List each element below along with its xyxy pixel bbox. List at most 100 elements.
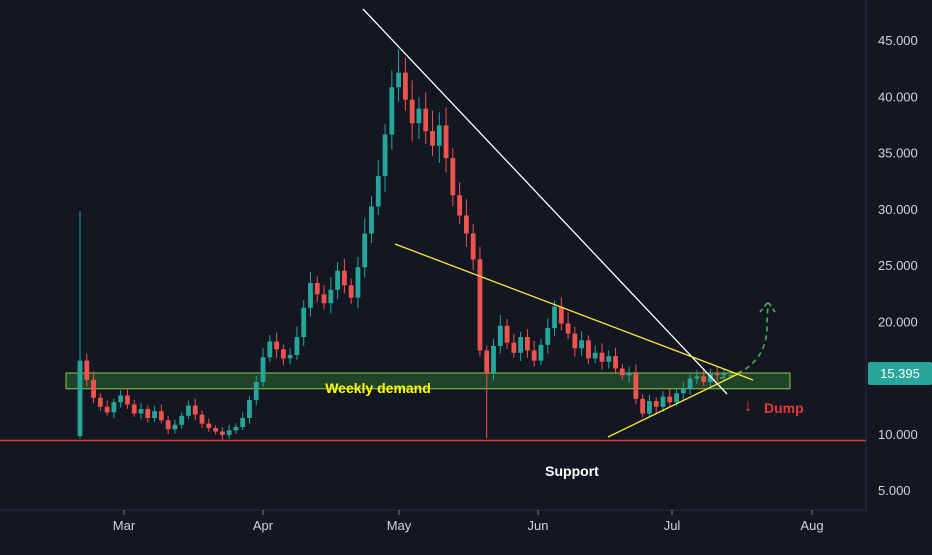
yellow-trendline-upper bbox=[394, 243, 754, 381]
support-label: Support bbox=[545, 463, 599, 479]
y-tick-label: 25.000 bbox=[878, 258, 918, 273]
candle-body bbox=[531, 350, 537, 361]
candle-body bbox=[206, 423, 212, 429]
last-price-badge-bg bbox=[868, 362, 932, 385]
candle-body bbox=[423, 108, 429, 132]
candle-body bbox=[464, 215, 469, 234]
projection-path bbox=[719, 301, 769, 379]
candle-body bbox=[389, 87, 395, 135]
last-price-badge: 15.395 bbox=[868, 362, 932, 385]
candle-body bbox=[504, 325, 510, 343]
candle-body bbox=[484, 350, 490, 373]
candle-body bbox=[233, 427, 239, 431]
candle-body bbox=[192, 405, 198, 415]
candle-body bbox=[640, 398, 646, 414]
weekly-demand-label: Weekly demand bbox=[325, 380, 431, 396]
candle-body bbox=[267, 341, 273, 358]
y-tick-label: 40.000 bbox=[878, 89, 918, 104]
candle-body bbox=[592, 352, 598, 359]
candle-body bbox=[260, 357, 266, 382]
candle-body bbox=[606, 356, 612, 362]
last-price-value: 15.395 bbox=[880, 366, 920, 381]
candle-body bbox=[375, 176, 381, 207]
candle-body bbox=[308, 283, 313, 308]
candle-body bbox=[518, 337, 524, 353]
candle-body bbox=[253, 382, 259, 400]
candle-body bbox=[599, 352, 605, 362]
x-tick-label: Mar bbox=[113, 518, 136, 533]
candle-body bbox=[369, 206, 374, 234]
dump-arrow-icon: ↓ bbox=[744, 395, 753, 415]
candle-body bbox=[335, 270, 340, 290]
candle-body bbox=[152, 411, 157, 418]
time-axis[interactable]: Mar Apr May Jun Jul Aug bbox=[113, 510, 824, 533]
candle-body bbox=[138, 409, 144, 414]
candle-body bbox=[274, 341, 279, 350]
descending-resistance-line bbox=[362, 8, 728, 395]
candle-body bbox=[219, 431, 225, 435]
candle-body bbox=[708, 374, 713, 382]
candle-body bbox=[619, 368, 625, 376]
dump-label: Dump bbox=[764, 400, 804, 416]
candle-body bbox=[552, 306, 557, 328]
candle-body bbox=[355, 267, 361, 298]
candle-body bbox=[497, 325, 503, 346]
candle-body bbox=[416, 108, 422, 124]
candle-body bbox=[247, 400, 252, 418]
candle-body bbox=[450, 158, 456, 196]
candle-body bbox=[687, 378, 693, 389]
candle-body bbox=[294, 337, 300, 355]
candle-body bbox=[545, 328, 551, 345]
candle-body bbox=[653, 401, 659, 407]
candle-body bbox=[694, 376, 700, 379]
y-tick-label: 30.000 bbox=[878, 202, 918, 217]
candle-body bbox=[470, 233, 476, 260]
candle-body bbox=[348, 285, 354, 298]
candle-body bbox=[213, 428, 218, 432]
candle-body bbox=[647, 401, 652, 414]
candle-body bbox=[328, 289, 334, 304]
candle-body bbox=[172, 424, 178, 430]
candle-body bbox=[199, 414, 205, 424]
candle-body bbox=[179, 415, 185, 425]
candle-body bbox=[538, 344, 544, 361]
candle-body bbox=[436, 125, 442, 146]
candle-body bbox=[586, 340, 591, 359]
candle-body bbox=[579, 340, 585, 349]
candle-body bbox=[402, 72, 408, 100]
y-tick-label: 20.000 bbox=[878, 314, 918, 329]
candle-body bbox=[701, 376, 707, 382]
x-tick-label: Jun bbox=[528, 518, 549, 533]
candle-body bbox=[382, 134, 388, 177]
candle-body bbox=[721, 373, 727, 376]
x-tick-label: Aug bbox=[800, 518, 823, 533]
candle-body bbox=[396, 72, 402, 88]
candle-body bbox=[111, 402, 117, 413]
candle-body bbox=[301, 307, 307, 337]
candle-body bbox=[667, 396, 673, 403]
candle-body bbox=[280, 349, 286, 359]
candle-body bbox=[165, 420, 171, 430]
candle-body bbox=[633, 373, 639, 399]
y-tick-label: 10.000 bbox=[878, 427, 918, 442]
candle-body bbox=[572, 333, 578, 349]
candle-body bbox=[565, 323, 571, 334]
x-tick-label: Jul bbox=[664, 518, 681, 533]
candle-body bbox=[287, 355, 293, 359]
candle-body bbox=[226, 430, 232, 435]
candle-body bbox=[118, 395, 124, 403]
y-tick-label: 35.000 bbox=[878, 146, 918, 161]
candle-body bbox=[409, 99, 415, 124]
price-axis[interactable]: 5.00010.00015.00020.00025.00030.00035.00… bbox=[878, 33, 918, 498]
candle-body bbox=[680, 388, 686, 394]
candle-body bbox=[104, 406, 110, 413]
candle-body bbox=[97, 397, 103, 407]
candle-body bbox=[341, 270, 347, 286]
candle-body bbox=[558, 306, 564, 324]
candle-body bbox=[674, 393, 679, 403]
x-tick-label: May bbox=[387, 518, 412, 533]
candle-body bbox=[125, 395, 130, 405]
yellow-trendline-lower bbox=[607, 372, 741, 438]
